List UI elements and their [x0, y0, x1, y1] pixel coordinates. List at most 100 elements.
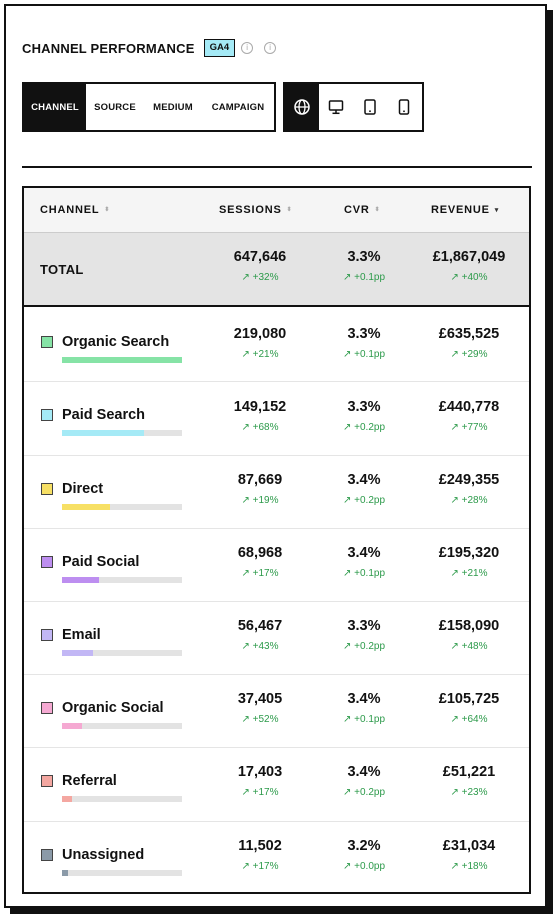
revenue-cell: £51,221 ↗ +23% [419, 764, 519, 798]
sessions-cell: 68,968 ↗ +17% [210, 545, 310, 579]
metric-delta: ↗ +40% [450, 272, 488, 283]
channel-color-swatch [41, 849, 53, 861]
column-header-label: REVENUE [431, 204, 490, 216]
share-bar [62, 650, 182, 656]
metric-value: £105,725 [438, 691, 500, 707]
sessions-cell: 87,669 ↗ +19% [210, 472, 310, 506]
metric-value: £195,320 [438, 545, 500, 561]
channel-name: Paid Search [62, 407, 146, 423]
sessions-cell: 149,152 ↗ +68% [210, 399, 310, 433]
metric-delta: ↗ +29% [450, 349, 488, 360]
metric-value: 647,646 [233, 249, 287, 265]
share-bar-fill [62, 650, 94, 656]
share-bar-fill [62, 870, 68, 876]
column-header-sessions[interactable]: SESSIONS ⬍ [219, 204, 292, 216]
desktop-icon [328, 100, 344, 115]
metric-value: 3.4% [347, 691, 381, 707]
tab-medium[interactable]: MEDIUM [153, 101, 193, 113]
metric-value: 56,467 [237, 618, 283, 634]
cvr-cell: 3.4% ↗ +0.1pp [314, 545, 414, 579]
metric-delta: ↗ +0.2pp [342, 787, 386, 798]
info-icon[interactable]: i [264, 42, 277, 54]
column-header-label: SESSIONS [219, 204, 282, 216]
device-mobile-button[interactable] [387, 84, 421, 130]
metric-value: 3.4% [347, 472, 381, 488]
channel-color-swatch [41, 629, 53, 641]
cvr-cell: 3.4% ↗ +0.2pp [314, 764, 414, 798]
column-header-cvr[interactable]: CVR ⬍ [344, 204, 380, 216]
tab-campaign[interactable]: CAMPAIGN [211, 101, 265, 113]
metric-value: 3.4% [347, 545, 381, 561]
metric-delta: ↗ +17% [241, 568, 279, 579]
share-bar-fill [62, 723, 83, 729]
table-row[interactable]: Direct 87,669 ↗ +19% 3.4% ↗ +0.2pp £249,35… [24, 456, 529, 529]
metric-value: 149,152 [233, 399, 287, 415]
device-filter [283, 82, 424, 132]
table-row[interactable]: Email 56,467 ↗ +43% 3.3% ↗ +0.2pp £158,090… [24, 602, 529, 675]
total-revenue: £1,867,049 ↗ +40% [419, 249, 519, 283]
metric-delta: ↗ +48% [450, 641, 488, 652]
share-bar [62, 796, 182, 802]
sessions-cell: 37,405 ↗ +52% [210, 691, 310, 725]
channel-color-swatch [41, 556, 53, 568]
revenue-cell: £31,034 ↗ +18% [419, 838, 519, 872]
total-sessions: 647,646 ↗ +32% [210, 249, 310, 283]
channel-name: Email [62, 627, 101, 643]
revenue-cell: £195,320 ↗ +21% [419, 545, 519, 579]
column-header-revenue[interactable]: REVENUE ▾ [431, 204, 499, 216]
table-row[interactable]: Paid Search 149,152 ↗ +68% 3.3% ↗ +0.2pp £… [24, 382, 529, 456]
share-bar-fill [62, 357, 182, 363]
metric-delta: ↗ +0.1pp [342, 714, 386, 725]
metric-delta: ↗ +19% [241, 495, 279, 506]
channel-name: Referral [62, 773, 117, 789]
globe-icon [294, 99, 310, 115]
revenue-cell: £249,355 ↗ +28% [419, 472, 519, 506]
table-row[interactable]: Unassigned 11,502 ↗ +17% 3.2% ↗ +0.0pp £31… [24, 822, 529, 892]
sort-icon: ⬍ [286, 207, 293, 213]
column-header-label: CHANNEL [40, 204, 100, 216]
metric-value: £1,867,049 [432, 249, 506, 265]
metric-delta: ↗ +23% [450, 787, 488, 798]
share-bar [62, 430, 182, 436]
metric-value: 3.3% [347, 326, 381, 342]
table-row[interactable]: Paid Social 68,968 ↗ +17% 3.4% ↗ +0.1pp £1… [24, 529, 529, 602]
column-header-channel[interactable]: CHANNEL ⬍ [40, 204, 110, 216]
sessions-cell: 17,403 ↗ +17% [210, 764, 310, 798]
card-header: CHANNEL PERFORMANCE GA4 i i [22, 38, 277, 58]
metric-value: £51,221 [442, 764, 496, 780]
table-row[interactable]: Organic Search 219,080 ↗ +21% 3.3% ↗ +0.1p… [24, 309, 529, 382]
info-icon[interactable]: i [241, 42, 254, 54]
tab-channel[interactable]: CHANNEL [24, 84, 86, 130]
channel-performance-card: CHANNEL PERFORMANCE GA4 i i CHANNEL SOUR… [4, 4, 547, 908]
mobile-icon [398, 99, 410, 115]
metric-value: 17,403 [237, 764, 283, 780]
channel-name: Direct [62, 481, 104, 497]
table-row[interactable]: Organic Social 37,405 ↗ +52% 3.4% ↗ +0.1pp… [24, 675, 529, 748]
sessions-cell: 11,502 ↗ +17% [210, 838, 310, 872]
tab-source[interactable]: SOURCE [94, 101, 136, 113]
metric-value: £158,090 [438, 618, 500, 634]
metric-delta: ↗ +64% [450, 714, 488, 725]
metric-delta: ↗ +43% [241, 641, 279, 652]
metric-delta: ↗ +0.2pp [342, 641, 386, 652]
metric-value: 3.3% [347, 249, 381, 265]
sort-desc-icon: ▾ [494, 206, 500, 214]
device-all-button[interactable] [285, 84, 319, 130]
metric-value: £440,778 [438, 399, 500, 415]
metric-value: 37,405 [237, 691, 283, 707]
device-desktop-button[interactable] [319, 84, 353, 130]
table-row[interactable]: Referral 17,403 ↗ +17% 3.4% ↗ +0.2pp £51,2… [24, 748, 529, 822]
revenue-cell: £440,778 ↗ +77% [419, 399, 519, 433]
metric-delta: ↗ +52% [241, 714, 279, 725]
share-bar-fill [62, 430, 144, 436]
total-label: TOTAL [40, 262, 84, 277]
cvr-cell: 3.4% ↗ +0.2pp [314, 472, 414, 506]
sessions-cell: 56,467 ↗ +43% [210, 618, 310, 652]
metric-delta: ↗ +0.2pp [342, 495, 386, 506]
device-tablet-button[interactable] [353, 84, 387, 130]
channel-color-swatch [41, 409, 53, 421]
cvr-cell: 3.2% ↗ +0.0pp [314, 838, 414, 872]
ga4-badge: GA4 [203, 39, 236, 57]
channel-color-swatch [41, 336, 53, 348]
metric-delta: ↗ +0.0pp [342, 861, 386, 872]
